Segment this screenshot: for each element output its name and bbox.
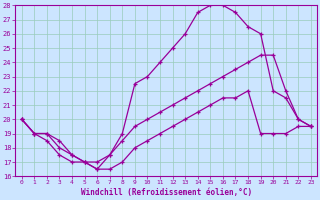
X-axis label: Windchill (Refroidissement éolien,°C): Windchill (Refroidissement éolien,°C) <box>81 188 252 197</box>
